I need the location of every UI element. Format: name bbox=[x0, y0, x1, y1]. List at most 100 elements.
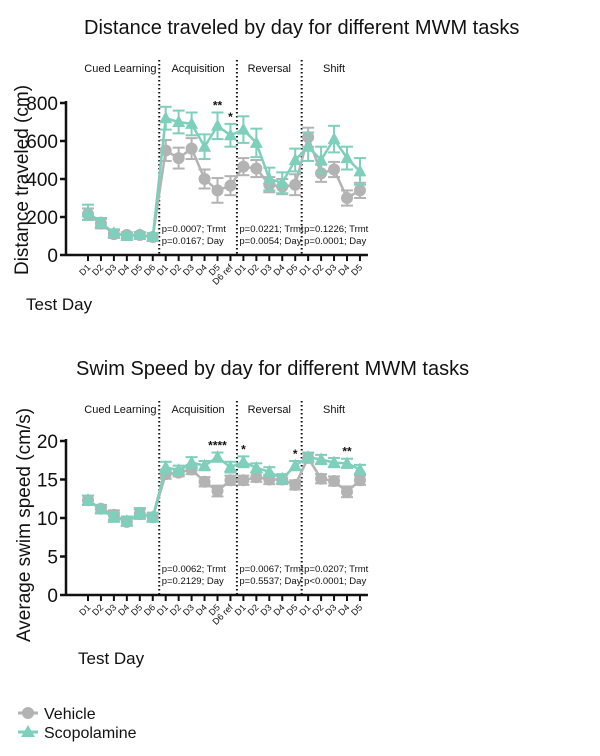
significance-marker: * bbox=[293, 447, 298, 461]
significance-marker: **** bbox=[208, 439, 227, 453]
series-line bbox=[87, 116, 361, 239]
data-point bbox=[224, 474, 237, 487]
x-axis-label: Test Day bbox=[78, 649, 145, 668]
distance-chart: Distance traveled by day for different M… bbox=[12, 17, 519, 314]
data-point bbox=[107, 510, 121, 523]
significance-marker: * bbox=[228, 110, 233, 124]
data-point bbox=[211, 485, 224, 498]
legend: Vehicle Scopolamine bbox=[18, 706, 137, 742]
significance-marker: ** bbox=[342, 445, 352, 459]
data-point bbox=[133, 506, 147, 519]
data-point bbox=[340, 456, 354, 469]
data-point bbox=[328, 475, 341, 488]
phase-label: Acquisition bbox=[171, 404, 224, 416]
significance-marker: * bbox=[241, 442, 246, 456]
phase-label: Cued Learning bbox=[84, 404, 156, 416]
p-value-label: p=0.0001; Day bbox=[304, 236, 366, 247]
y-tick-label: 15 bbox=[37, 471, 58, 492]
p-value-label: p=0.0167; Day bbox=[162, 236, 224, 247]
p-value-label: p=0.0054; Day bbox=[239, 236, 301, 247]
p-value-label: p<0.0001; Day bbox=[304, 576, 366, 587]
y-tick-label: 0 bbox=[47, 586, 58, 607]
data-point bbox=[198, 458, 212, 471]
data-point bbox=[133, 228, 147, 241]
chart-title: Distance traveled by day for different M… bbox=[84, 17, 519, 39]
y-tick-label: 200 bbox=[26, 208, 58, 229]
data-point bbox=[250, 162, 263, 175]
data-point bbox=[94, 215, 108, 228]
circle-marker-icon bbox=[22, 707, 34, 719]
data-point bbox=[249, 135, 263, 148]
data-point bbox=[211, 450, 224, 463]
data-point bbox=[275, 175, 289, 188]
data-point bbox=[301, 139, 315, 152]
data-point bbox=[353, 184, 366, 197]
data-point bbox=[172, 115, 186, 127]
data-point bbox=[185, 142, 198, 155]
p-value-label: p=0.1226; Trmt bbox=[304, 224, 369, 235]
data-point bbox=[211, 184, 224, 197]
data-point bbox=[250, 471, 263, 484]
y-tick-label: 10 bbox=[37, 509, 58, 530]
data-point bbox=[301, 450, 315, 463]
triangle-marker-icon bbox=[21, 725, 35, 737]
significance-marker: ** bbox=[213, 99, 223, 113]
x-axis-label: Test Day bbox=[26, 295, 93, 314]
data-point bbox=[237, 474, 250, 487]
y-tick-label: 5 bbox=[47, 548, 58, 569]
legend-entry-vehicle: Vehicle bbox=[18, 706, 96, 723]
series-line bbox=[87, 455, 361, 524]
data-point bbox=[275, 471, 289, 484]
legend-label: Vehicle bbox=[44, 706, 96, 723]
phase-label: Shift bbox=[323, 63, 345, 75]
data-point bbox=[120, 514, 134, 527]
data-point bbox=[159, 460, 173, 473]
data-point bbox=[236, 122, 250, 135]
series-scopolamine bbox=[81, 105, 367, 242]
data-point bbox=[353, 474, 366, 487]
data-point bbox=[327, 132, 341, 145]
data-point bbox=[328, 163, 341, 176]
data-point bbox=[172, 152, 185, 165]
legend-label: Scopolamine bbox=[44, 725, 137, 742]
data-point bbox=[185, 116, 199, 129]
phase-label: Reversal bbox=[248, 63, 291, 75]
p-value-label: p=0.2129; Day bbox=[162, 576, 224, 587]
y-tick-label: 0 bbox=[47, 246, 58, 267]
data-point bbox=[288, 153, 302, 165]
data-point bbox=[120, 229, 134, 241]
p-value-label: p=0.5537; Day bbox=[239, 576, 301, 587]
chart-title: Swim Speed by day for different MWM task… bbox=[76, 358, 469, 380]
data-point bbox=[81, 205, 95, 218]
swim-speed-chart: Swim Speed by day for different MWM task… bbox=[14, 358, 469, 668]
data-point bbox=[341, 485, 353, 498]
phase-label: Shift bbox=[323, 404, 345, 416]
data-point bbox=[223, 460, 237, 473]
data-point bbox=[341, 192, 353, 204]
data-point bbox=[81, 493, 95, 506]
phase-label: Cued Learning bbox=[84, 63, 156, 75]
y-tick-label: 400 bbox=[26, 170, 58, 191]
p-value-label: p=0.0221; Trmt bbox=[239, 224, 304, 235]
data-point bbox=[223, 128, 237, 141]
data-point bbox=[224, 179, 237, 192]
x-tick-label: D5 bbox=[349, 602, 364, 617]
p-value-label: p=0.0007; Trmt bbox=[162, 224, 227, 235]
data-point bbox=[315, 472, 328, 485]
p-value-label: p=0.0067; Trmt bbox=[239, 564, 304, 575]
data-point bbox=[172, 463, 186, 476]
series-line bbox=[87, 133, 361, 239]
y-tick-label: 20 bbox=[37, 432, 58, 453]
legend-entry-scopolamine: Scopolamine bbox=[18, 725, 137, 742]
data-point bbox=[198, 173, 211, 185]
data-point bbox=[198, 475, 211, 488]
data-point bbox=[262, 464, 276, 477]
data-point bbox=[237, 160, 250, 173]
series-scopolamine bbox=[81, 450, 367, 527]
data-point bbox=[185, 455, 199, 468]
p-value-label: p=0.0207; Trmt bbox=[304, 564, 369, 575]
x-tick-label: D5 bbox=[349, 262, 364, 277]
data-point bbox=[340, 151, 354, 164]
y-axis-label: Distance traveled (cm) bbox=[12, 85, 33, 275]
